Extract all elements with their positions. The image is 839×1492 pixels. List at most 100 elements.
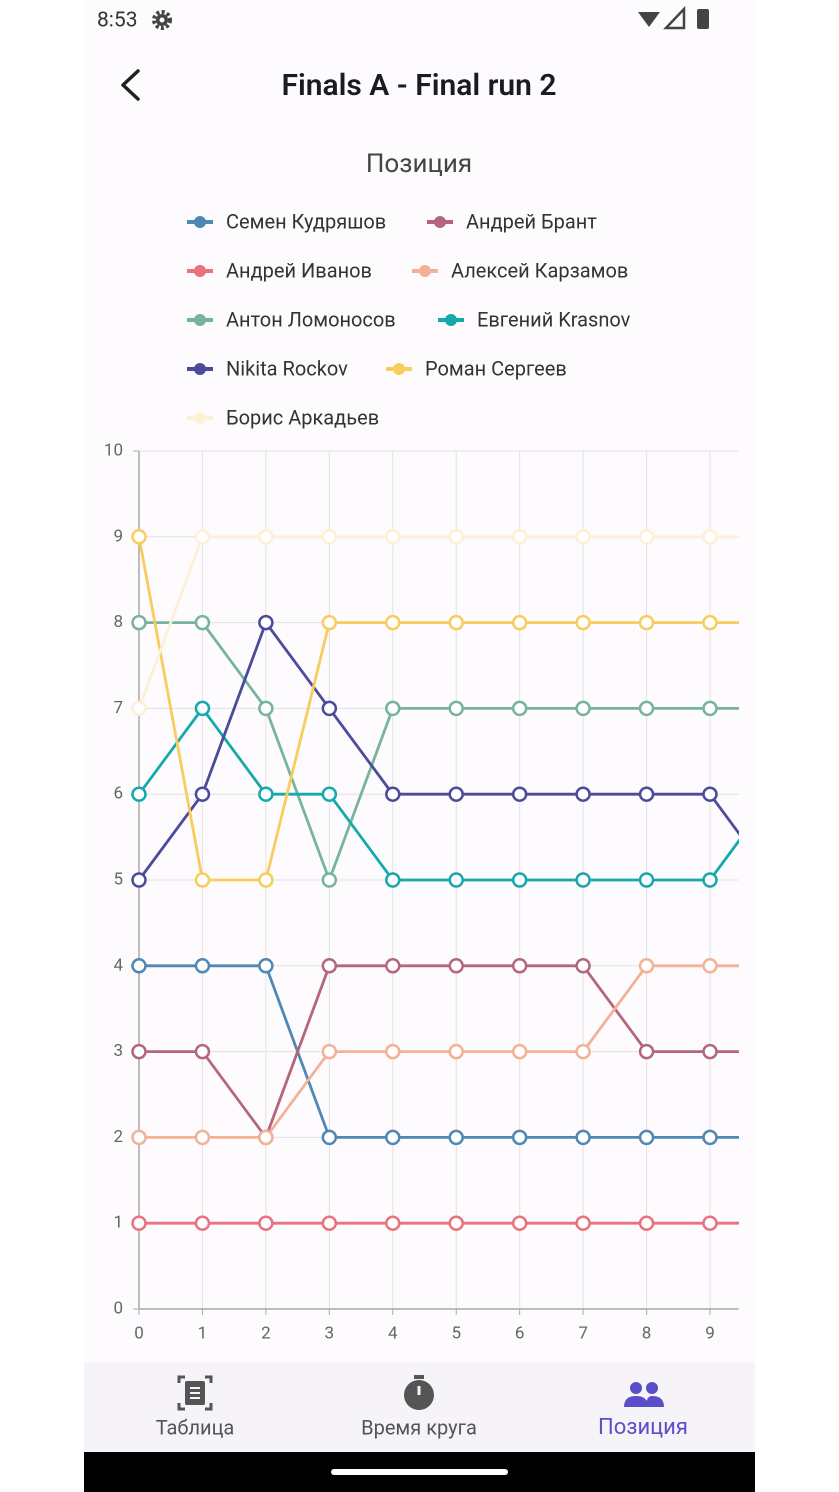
data-point	[638, 614, 655, 631]
home-indicator	[331, 1469, 508, 1475]
x-tick-label: 3	[325, 1323, 335, 1343]
data-point	[702, 1043, 718, 1060]
legend-marker	[194, 363, 206, 375]
data-point	[638, 786, 655, 802]
nav-label[interactable]: Время круга	[361, 1415, 477, 1439]
data-point	[767, 959, 780, 972]
data-point	[767, 788, 780, 801]
data-point	[575, 614, 591, 631]
y-tick-label: 6	[113, 784, 123, 804]
data-point	[321, 958, 338, 974]
legend-label: Nikita Rockov	[226, 356, 348, 380]
data-point	[448, 1043, 464, 1060]
y-tick-label: 0	[113, 1298, 123, 1318]
x-tick-label: 5	[451, 1323, 461, 1343]
data-point	[575, 786, 591, 802]
data-point	[575, 958, 591, 974]
people-icon[interactable]	[624, 1382, 664, 1407]
data-point	[258, 786, 274, 802]
data-point	[258, 529, 274, 545]
data-point	[258, 872, 274, 888]
x-tick-label: 8	[642, 1323, 652, 1343]
data-point	[448, 872, 464, 888]
signal-icon	[663, 5, 686, 30]
data-point	[511, 1043, 528, 1060]
data-point	[702, 958, 718, 974]
data-point	[194, 700, 211, 717]
legend-marker	[194, 412, 206, 424]
legend-item: Роман Сергеев	[386, 356, 567, 380]
data-point	[385, 1043, 401, 1060]
data-point	[131, 872, 147, 888]
data-point	[638, 700, 655, 717]
x-tick-label: 0	[134, 1323, 144, 1343]
data-point	[448, 1215, 464, 1231]
data-point	[575, 1129, 591, 1146]
wifi-icon	[638, 12, 660, 27]
data-point	[385, 529, 401, 545]
legend-label: Андрей Брант	[466, 209, 597, 233]
legend-item: Андрей Иванов	[187, 258, 372, 282]
legend-marker	[194, 265, 206, 277]
back-button[interactable]	[121, 69, 140, 101]
data-point	[638, 1215, 655, 1231]
data-point	[511, 1215, 528, 1231]
data-point	[575, 1043, 591, 1060]
data-point	[131, 786, 147, 802]
data-point	[702, 700, 718, 717]
data-point	[194, 872, 211, 888]
legend-item: Nikita Rockov	[187, 356, 348, 380]
data-point	[638, 958, 655, 974]
y-tick-label: 2	[113, 1127, 123, 1147]
data-point	[131, 1215, 147, 1231]
data-point	[321, 1129, 338, 1146]
data-point	[131, 700, 147, 717]
legend-item: Алексей Карзамов	[412, 258, 628, 282]
legend-label: Андрей Иванов	[226, 258, 372, 282]
table-icon[interactable]	[177, 1375, 213, 1411]
data-point	[258, 700, 274, 717]
legend-marker	[434, 216, 446, 228]
data-point	[511, 700, 528, 717]
data-point	[702, 529, 718, 545]
data-point	[385, 872, 401, 888]
legend-marker	[194, 314, 206, 326]
timer-icon[interactable]	[404, 1375, 434, 1410]
plot-area	[131, 529, 780, 1231]
data-point	[702, 872, 718, 888]
data-point	[321, 614, 338, 631]
data-point	[511, 872, 528, 888]
data-point	[448, 958, 464, 974]
legend-marker	[393, 363, 405, 375]
data-point	[194, 1215, 211, 1231]
data-point	[385, 614, 401, 631]
data-point	[321, 872, 338, 888]
data-point	[575, 1215, 591, 1231]
legend-item: Евгений Krasnov	[438, 307, 631, 331]
y-tick-label: 5	[113, 869, 123, 889]
y-tick-label: 9	[113, 526, 123, 546]
y-tick-label: 8	[113, 612, 123, 632]
data-point	[385, 1129, 401, 1146]
data-point	[194, 1129, 211, 1146]
data-point	[258, 958, 274, 974]
data-point	[131, 1129, 147, 1146]
legend-label: Антон Ломоносов	[226, 307, 396, 331]
nav-label-active[interactable]: Позиция	[598, 1415, 688, 1440]
data-point	[321, 786, 338, 802]
data-point	[448, 700, 464, 717]
nav-label[interactable]: Таблица	[156, 1415, 235, 1439]
screen-title: Finals A - Final run 2	[281, 68, 556, 103]
data-point	[702, 1215, 718, 1231]
settings-icon	[152, 10, 172, 30]
legend-label: Роман Сергеев	[425, 356, 567, 380]
y-tick-label: 1	[113, 1213, 123, 1233]
data-point	[448, 1129, 464, 1146]
data-point	[511, 958, 528, 974]
data-point	[767, 1045, 780, 1058]
y-tick-label: 4	[113, 955, 123, 975]
data-point	[131, 958, 147, 974]
legend-marker	[194, 216, 206, 228]
data-point	[702, 1129, 718, 1146]
